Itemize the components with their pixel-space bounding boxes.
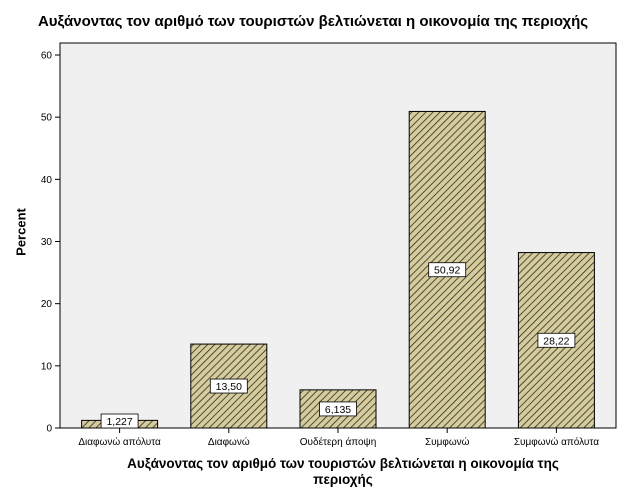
data-label: 6,135 bbox=[325, 404, 351, 416]
x-axis-title: Αυξάνοντας τον αριθμό των τουριστών βελτ… bbox=[60, 456, 626, 488]
y-tick-label: 10 bbox=[41, 361, 53, 372]
y-axis: 0 10 20 30 40 50 60 bbox=[41, 51, 60, 435]
y-tick-label: 50 bbox=[41, 113, 53, 124]
bars-group: 1,227 13,50 6,135 50,92 28,22 bbox=[81, 110, 595, 429]
y-tick-label: 20 bbox=[41, 299, 53, 310]
data-label: 1,227 bbox=[106, 416, 132, 428]
chart-title: Αυξάνοντας τον αριθμό των τουριστών βελτ… bbox=[37, 13, 589, 30]
y-tick-label: 60 bbox=[41, 51, 53, 62]
data-label: 28,22 bbox=[543, 335, 569, 347]
x-axis: Διαφωνώ απόλυτα Διαφωνώ Ουδέτερη άποψη Συμφ… bbox=[78, 428, 599, 448]
data-label-box bbox=[428, 262, 467, 278]
x-axis-title-line-2: περιοχής bbox=[313, 472, 373, 487]
x-tick-label: Συμφωνώ απόλυτα bbox=[514, 436, 599, 448]
y-tick-label: 0 bbox=[46, 424, 52, 435]
x-tick-label: Διαφωνώ bbox=[208, 436, 250, 448]
x-tick-label: Διαφωνώ απόλυτα bbox=[78, 436, 161, 448]
y-tick-label: 30 bbox=[41, 237, 53, 248]
data-label: 50,92 bbox=[434, 265, 460, 277]
x-tick-label: Ουδέτερη άποψη bbox=[300, 436, 377, 448]
data-label-box bbox=[209, 378, 248, 394]
y-tick-label: 40 bbox=[41, 175, 53, 186]
y-axis-title: Percent bbox=[13, 208, 29, 256]
data-label-box bbox=[319, 401, 357, 417]
data-label-box bbox=[537, 332, 576, 348]
data-label: 13,50 bbox=[216, 381, 242, 393]
x-tick-label: Συμφωνώ bbox=[425, 436, 470, 448]
x-axis-title-line-1: Αυξάνοντας τον αριθμό των τουριστών βελτ… bbox=[127, 456, 559, 471]
